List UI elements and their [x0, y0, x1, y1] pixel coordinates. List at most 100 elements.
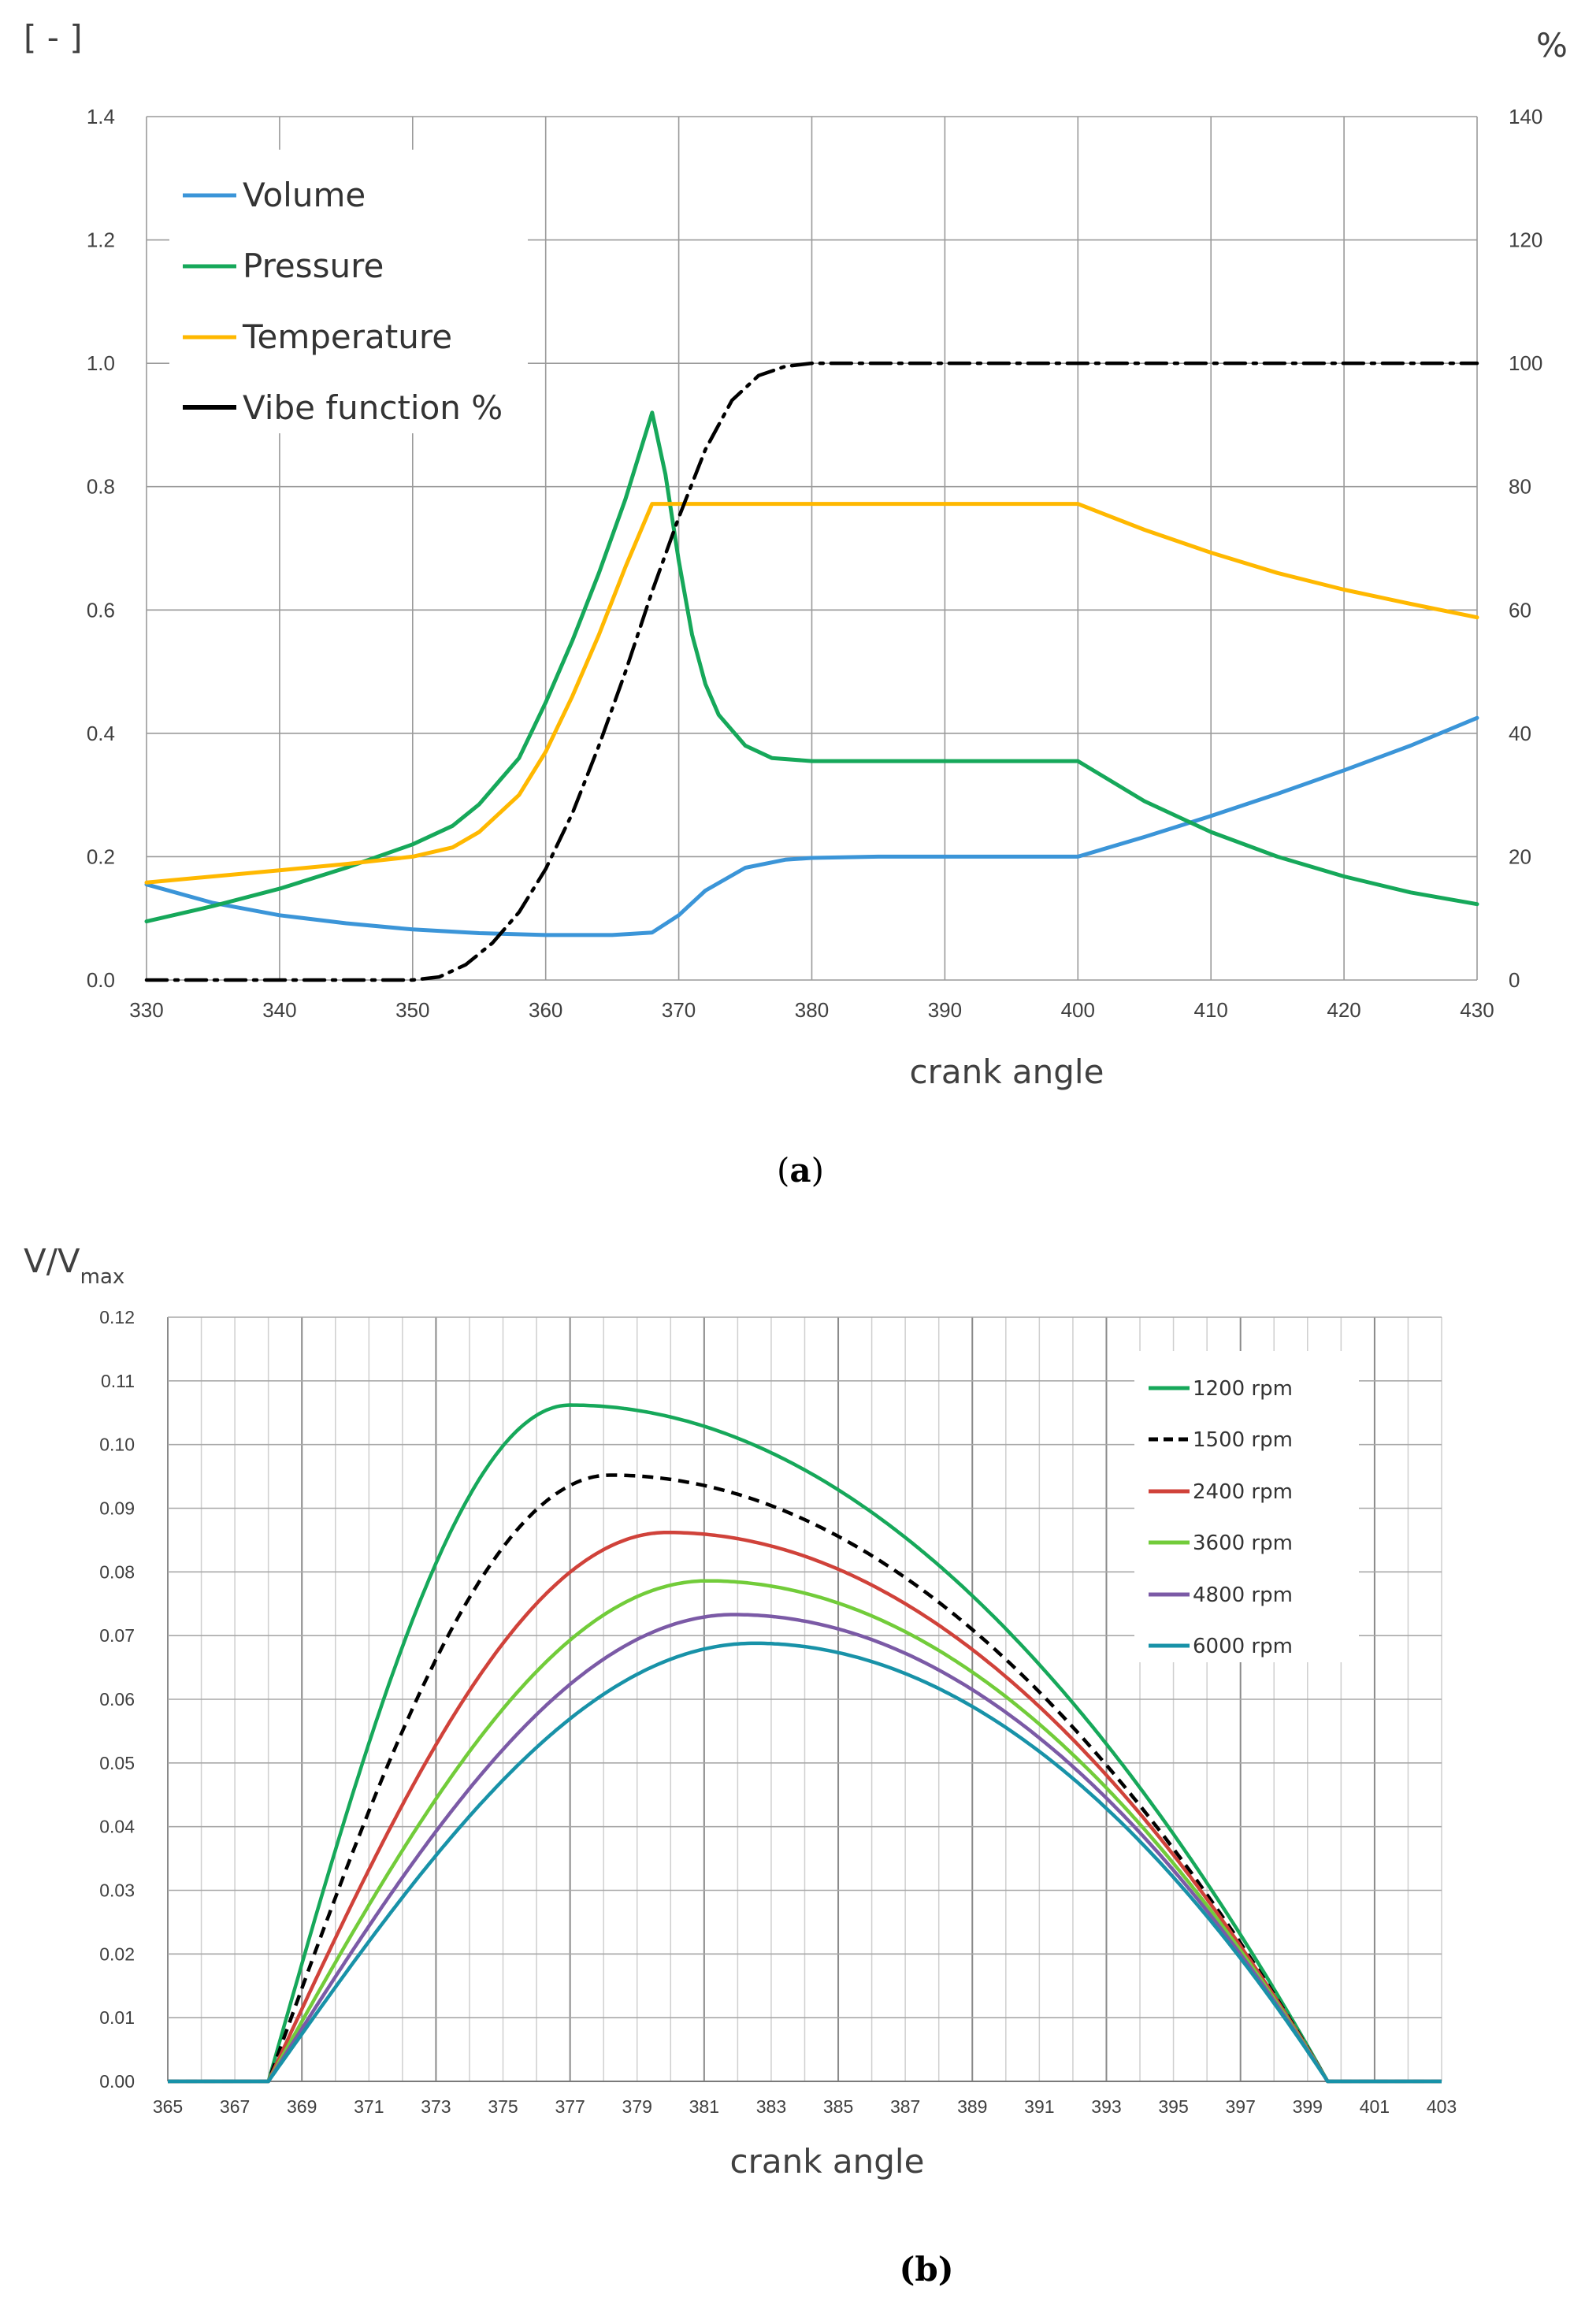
series-1500-rpm: [168, 1473, 1442, 2084]
series-volume: [144, 715, 1479, 937]
chart-b-xtick-365: 365: [153, 2096, 183, 2117]
series-6000-rpm: [168, 1641, 1442, 2084]
chart-b-xtick-385: 385: [823, 2096, 853, 2117]
chart-a-ytick-left-4: 0.8: [87, 475, 115, 499]
caption-b: (b): [899, 2250, 953, 2289]
chart-b-ylabel-main: V/V: [24, 1242, 80, 1280]
chart-b-ylabel-sub: max: [80, 1265, 125, 1289]
chart-b-xtick-369: 369: [287, 2096, 317, 2117]
legend-label-vibe: Vibe function %: [243, 388, 503, 427]
legend-label-temperature: Temperature: [242, 317, 452, 356]
legend-b-label-1500: 1500 rpm: [1193, 1428, 1293, 1452]
chart-a-ytick-left-7: 1.4: [87, 105, 115, 128]
chart-a-ytick-left-3: 0.6: [87, 598, 115, 622]
caption-b-close: ): [938, 2250, 954, 2289]
chart-a-xtick-330: 330: [129, 998, 163, 1022]
chart-b: 365 367 369 371 373 375 377 379 381 383 385 387 389 3…: [24, 1242, 1457, 2289]
chart-a: 330 340 350 360 370 380 390 400 410 420 4300.00.20…: [24, 18, 1568, 1190]
series-3600-rpm: [168, 1579, 1442, 2084]
chart-b-xtick-367: 367: [220, 2096, 250, 2117]
chart-a-series: [144, 361, 1479, 982]
chart-b-ytick-10: 0.10: [99, 1435, 135, 1455]
legend-b-background: [1134, 1351, 1359, 1662]
chart-b-ytick-2: 0.02: [99, 1943, 135, 1964]
chart-b-xtick-371: 371: [354, 2096, 384, 2117]
chart-b-xtick-399: 399: [1293, 2096, 1323, 2117]
legend-label-pressure: Pressure: [243, 247, 384, 285]
chart-a-ytick-right-5: 100: [1509, 351, 1542, 375]
chart-b-xtick-389: 389: [957, 2096, 987, 2117]
chart-b-legend: 1200 rpm 1500 rpm 2400 rpm 3600 rpm 4800…: [1134, 1351, 1359, 1662]
legend-b-label-2400: 2400 rpm: [1193, 1480, 1293, 1504]
chart-b-xtick-393: 393: [1091, 2096, 1121, 2117]
chart-a-xtick-360: 360: [529, 998, 562, 1022]
chart-b-xtick-375: 375: [488, 2096, 518, 2117]
caption-b-letter: b: [915, 2250, 937, 2289]
chart-b-ytick-4: 0.04: [99, 1817, 135, 1837]
chart-a-ytick-right-0: 0: [1509, 968, 1520, 992]
chart-b-xtick-377: 377: [555, 2096, 585, 2117]
caption-a-close: ): [811, 1151, 824, 1190]
series-2400-rpm: [168, 1530, 1442, 2084]
chart-b-xtick-373: 373: [421, 2096, 451, 2117]
legend-label-volume: Volume: [243, 176, 366, 214]
series-1200-rpm: [168, 1403, 1442, 2084]
chart-b-xtick-387: 387: [890, 2096, 920, 2117]
chart-a-ytick-right-3: 60: [1509, 598, 1531, 622]
chart-b-ytick-11: 0.11: [101, 1371, 135, 1391]
chart-a-xtick-390: 390: [928, 998, 962, 1022]
chart-a-ticks: 330 340 350 360 370 380 390 400 410 420 4300.00.20…: [87, 105, 1543, 1022]
chart-a-ytick-right-1: 20: [1509, 845, 1531, 868]
chart-b-ytick-0: 0.00: [99, 2071, 135, 2092]
legend-b-label-3600: 3600 rpm: [1193, 1531, 1293, 1555]
chart-a-ytick-right-6: 120: [1509, 228, 1542, 252]
chart-a-legend: Volume Pressure Temperature Vibe functio…: [169, 150, 528, 433]
chart-b-ytick-12: 0.12: [99, 1307, 135, 1327]
chart-a-xtick-350: 350: [395, 998, 429, 1022]
chart-a-ytick-right-7: 140: [1509, 105, 1542, 128]
legend-b-label-6000: 6000 rpm: [1193, 1635, 1293, 1658]
caption-a-open: (: [777, 1151, 789, 1190]
chart-a-ytick-left-1: 0.2: [87, 845, 115, 868]
chart-b-xtick-381: 381: [689, 2096, 719, 2117]
chart-b-xtick-383: 383: [756, 2096, 786, 2117]
chart-a-xtick-430: 430: [1460, 998, 1494, 1022]
chart-b-xtick-401: 401: [1360, 2096, 1390, 2117]
chart-a-ytick-left-5: 1.0: [87, 351, 115, 375]
legend-b-label-4800: 4800 rpm: [1193, 1583, 1293, 1607]
chart-b-ytick-1: 0.01: [99, 2007, 135, 2028]
caption-a: (a): [777, 1151, 824, 1190]
chart-a-ytick-left-6: 1.2: [87, 228, 115, 252]
chart-a-ytick-right-2: 40: [1509, 722, 1531, 745]
series-pressure: [144, 410, 1479, 924]
chart-b-xtick-403: 403: [1427, 2096, 1457, 2117]
chart-a-xtick-370: 370: [662, 998, 696, 1022]
chart-b-ticks: 365 367 369 371 373 375 377 379 381 383 385 387 389 3…: [99, 1307, 1457, 2117]
chart-b-series: [168, 1403, 1442, 2084]
chart-b-ytick-8: 0.08: [99, 1561, 135, 1582]
chart-a-ytick-right-4: 80: [1509, 475, 1531, 499]
caption-a-letter: a: [789, 1151, 811, 1190]
chart-a-ylabel-right: %: [1536, 26, 1568, 65]
chart-b-ytick-7: 0.07: [99, 1625, 135, 1646]
chart-a-ytick-left-2: 0.4: [87, 722, 115, 745]
chart-b-ylabel: V/Vmax: [24, 1242, 124, 1289]
chart-a-xtick-380: 380: [795, 998, 829, 1022]
chart-a-xtick-410: 410: [1194, 998, 1228, 1022]
series-4800-rpm: [168, 1613, 1442, 2084]
chart-b-ytick-5: 0.05: [99, 1753, 135, 1773]
chart-b-xtick-379: 379: [622, 2096, 652, 2117]
chart-b-xtick-391: 391: [1024, 2096, 1054, 2117]
chart-a-xtick-420: 420: [1327, 998, 1360, 1022]
series-temperature: [144, 502, 1479, 885]
chart-a-ylabel-left: [ - ]: [24, 18, 83, 57]
chart-b-xtick-397: 397: [1225, 2096, 1255, 2117]
chart-a-ytick-left-0: 0.0: [87, 968, 115, 992]
chart-b-ytick-3: 0.03: [99, 1880, 135, 1901]
series-vibe-function: [144, 361, 1479, 982]
legend-b-label-1200: 1200 rpm: [1193, 1377, 1293, 1401]
chart-b-ytick-6: 0.06: [99, 1689, 135, 1710]
chart-a-xtick-400: 400: [1061, 998, 1095, 1022]
chart-b-ytick-9: 0.09: [99, 1498, 135, 1519]
